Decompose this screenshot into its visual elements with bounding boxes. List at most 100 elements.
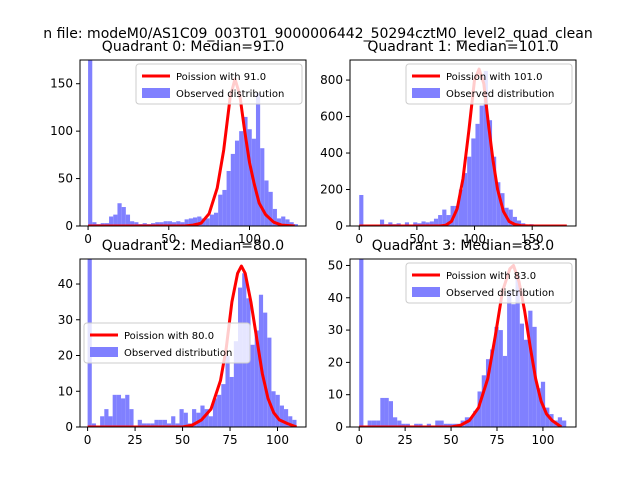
x-tick-label: 100 xyxy=(238,232,261,246)
hist-bar xyxy=(233,341,239,427)
hist-bar xyxy=(467,156,472,226)
hist-bar xyxy=(204,409,209,427)
hist-bar xyxy=(557,417,563,427)
x-tick-label: 50 xyxy=(409,232,424,246)
y-tick-label: 0 xyxy=(65,420,73,434)
hist-bar xyxy=(218,194,223,226)
quadrant-0-plot: 0 50 100 0 50 100 150 Quadrant 0: Median=91.0 Po… xyxy=(50,39,307,246)
hist-bar xyxy=(477,391,482,427)
hist-bar xyxy=(433,218,439,226)
hist-bar xyxy=(536,388,541,427)
hist-bar xyxy=(496,182,501,226)
hist-bar xyxy=(146,423,151,427)
legend-hist-swatch xyxy=(412,287,440,297)
x-tick-label: 25 xyxy=(127,433,142,447)
legend-hist-label: Observed distribution xyxy=(446,89,554,100)
hist-bar xyxy=(200,405,205,427)
hist-bar xyxy=(425,222,430,226)
hist-bar xyxy=(508,209,513,226)
hist-bar xyxy=(162,419,167,427)
hist-bar xyxy=(196,412,201,427)
hist-bar xyxy=(230,153,235,226)
hist-bar xyxy=(179,409,184,427)
hist-bar xyxy=(264,180,269,226)
hist-bar xyxy=(197,216,202,226)
hist-bar xyxy=(213,212,219,226)
plot-title: Quadrant 3: Median=83.0 xyxy=(372,238,554,254)
hist-bar xyxy=(225,355,230,427)
quadrant-1-plot: 0 50 100 150 0 200 400 600 800 Quadrant 1: Median… xyxy=(320,39,577,246)
hist-bar xyxy=(276,218,282,226)
hist-bar xyxy=(487,120,493,226)
hist-bar xyxy=(92,222,97,226)
plot-title: Quadrant 1: Median=101.0 xyxy=(367,39,558,55)
hist-bar xyxy=(475,123,480,226)
hist-bar xyxy=(439,420,444,427)
x-tick-label: 25 xyxy=(397,433,412,447)
hist-bar xyxy=(545,407,550,427)
hist-bar xyxy=(172,222,177,226)
x-tick-label: 100 xyxy=(531,433,554,447)
hist-bar xyxy=(447,423,453,427)
hist-bar xyxy=(134,222,139,226)
hist-bar xyxy=(121,398,126,427)
hist-bar xyxy=(112,394,117,427)
hist-bar xyxy=(171,416,176,427)
hist-bar xyxy=(180,222,185,226)
hist-bar xyxy=(371,420,377,427)
legend-hist-swatch xyxy=(90,347,118,357)
hist-bar xyxy=(100,416,105,427)
hist-bar xyxy=(205,218,210,226)
y-tick-label: 600 xyxy=(320,110,343,124)
x-tick-label: 100 xyxy=(266,433,289,447)
hist-bar xyxy=(217,394,222,427)
hist-bar xyxy=(292,419,297,427)
hist-bar xyxy=(121,207,126,226)
hist-bar xyxy=(293,224,298,226)
hist-bar xyxy=(443,423,448,427)
hist-bar xyxy=(226,170,231,226)
x-tick-label: 50 xyxy=(161,232,176,246)
hist-bar xyxy=(158,419,163,427)
hist-bar xyxy=(384,397,389,427)
hist-bar xyxy=(117,203,122,226)
hist-bar xyxy=(473,410,478,427)
legend-hist-label: Observed distribution xyxy=(446,288,554,299)
hist-bar xyxy=(141,423,147,427)
hist-bar xyxy=(359,194,364,226)
hist-bar xyxy=(485,359,491,427)
y-tick-label: 400 xyxy=(320,146,343,160)
hist-bar xyxy=(109,216,114,226)
hist-bar xyxy=(359,259,364,427)
hist-bar xyxy=(376,420,381,427)
hist-bar xyxy=(289,222,294,226)
hist-bar xyxy=(283,409,289,427)
hist-bar xyxy=(446,215,451,226)
hist-bar xyxy=(234,140,240,226)
hist-bar xyxy=(515,275,520,427)
axes-frame xyxy=(349,59,577,227)
x-tick-label: 50 xyxy=(175,433,190,447)
hist-bar xyxy=(492,156,497,226)
legend-hist-swatch xyxy=(142,88,170,98)
x-tick-label: 0 xyxy=(84,232,92,246)
hist-bar xyxy=(193,217,198,226)
y-tick-label: 0 xyxy=(335,219,343,233)
hist-bar xyxy=(380,397,385,427)
hist-bar xyxy=(239,131,244,226)
hist-bar xyxy=(502,355,508,427)
hist-bar xyxy=(125,394,130,427)
hist-bar xyxy=(418,423,423,427)
hist-bar xyxy=(155,222,160,226)
x-tick-label: 50 xyxy=(443,433,458,447)
axes-frame xyxy=(349,258,577,428)
hist-bar xyxy=(498,330,503,427)
legend-hist-label: Observed distribution xyxy=(176,89,284,100)
hist-bar xyxy=(260,148,265,226)
hist-bar xyxy=(426,423,432,427)
hist-bar xyxy=(254,330,259,427)
axes-frame xyxy=(79,258,307,428)
hist-bar xyxy=(192,409,197,427)
hist-bar xyxy=(113,214,118,226)
hist-bar xyxy=(481,375,486,427)
